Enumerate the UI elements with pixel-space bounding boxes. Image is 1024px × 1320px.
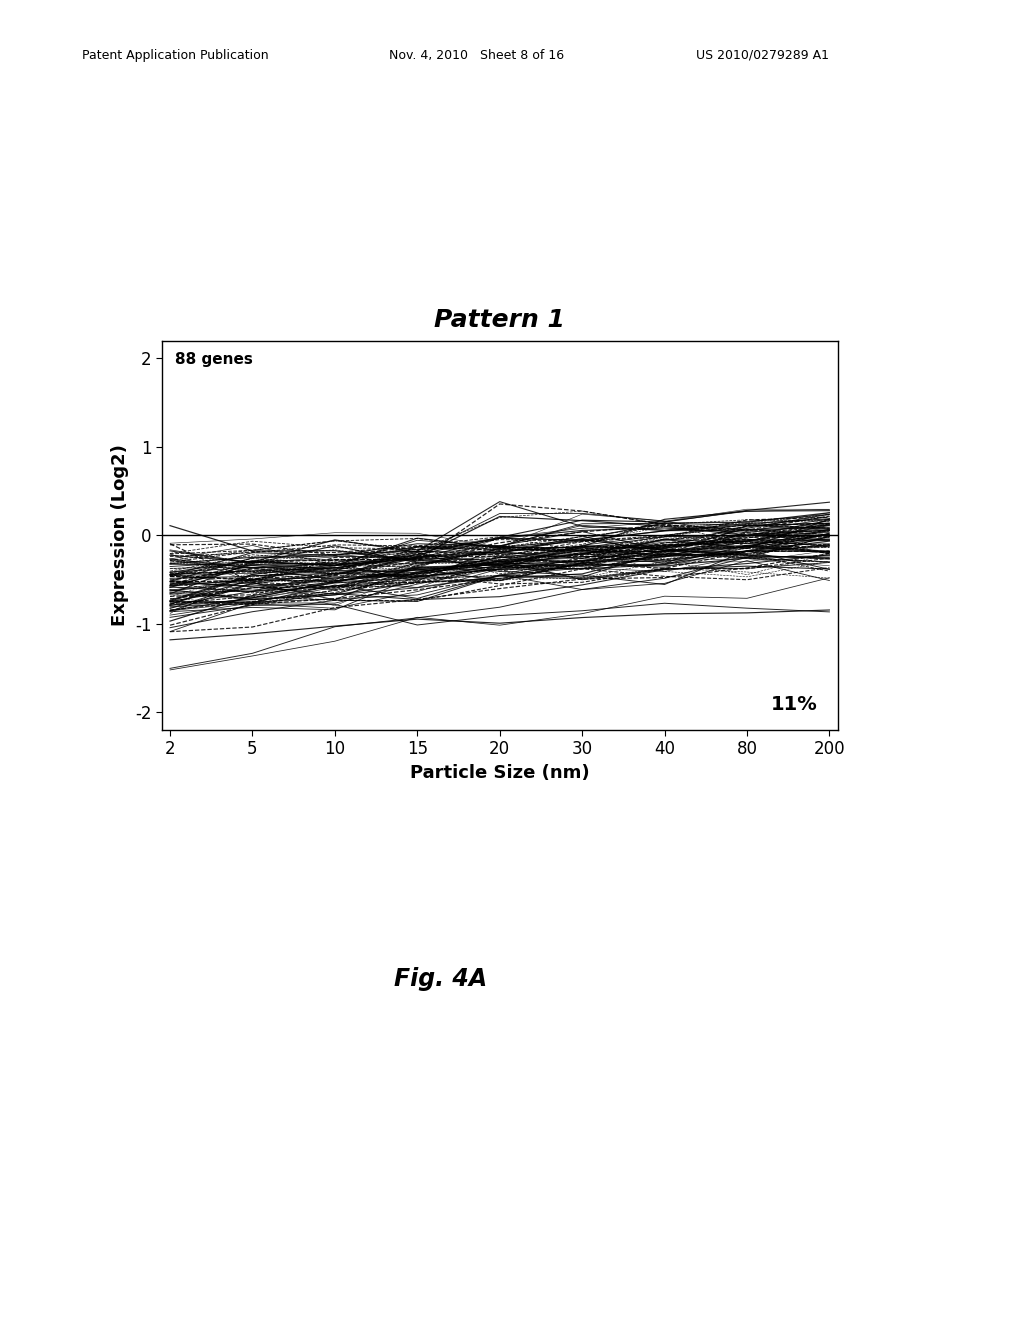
Y-axis label: Expression (Log2): Expression (Log2) xyxy=(112,445,129,626)
Text: Fig. 4A: Fig. 4A xyxy=(394,968,486,991)
X-axis label: Particle Size (nm): Particle Size (nm) xyxy=(410,764,590,781)
Text: Nov. 4, 2010   Sheet 8 of 16: Nov. 4, 2010 Sheet 8 of 16 xyxy=(389,49,564,62)
Text: Patent Application Publication: Patent Application Publication xyxy=(82,49,268,62)
Text: 88 genes: 88 genes xyxy=(175,352,253,367)
Text: 11%: 11% xyxy=(771,696,817,714)
Title: Pattern 1: Pattern 1 xyxy=(434,308,565,331)
Text: US 2010/0279289 A1: US 2010/0279289 A1 xyxy=(696,49,829,62)
